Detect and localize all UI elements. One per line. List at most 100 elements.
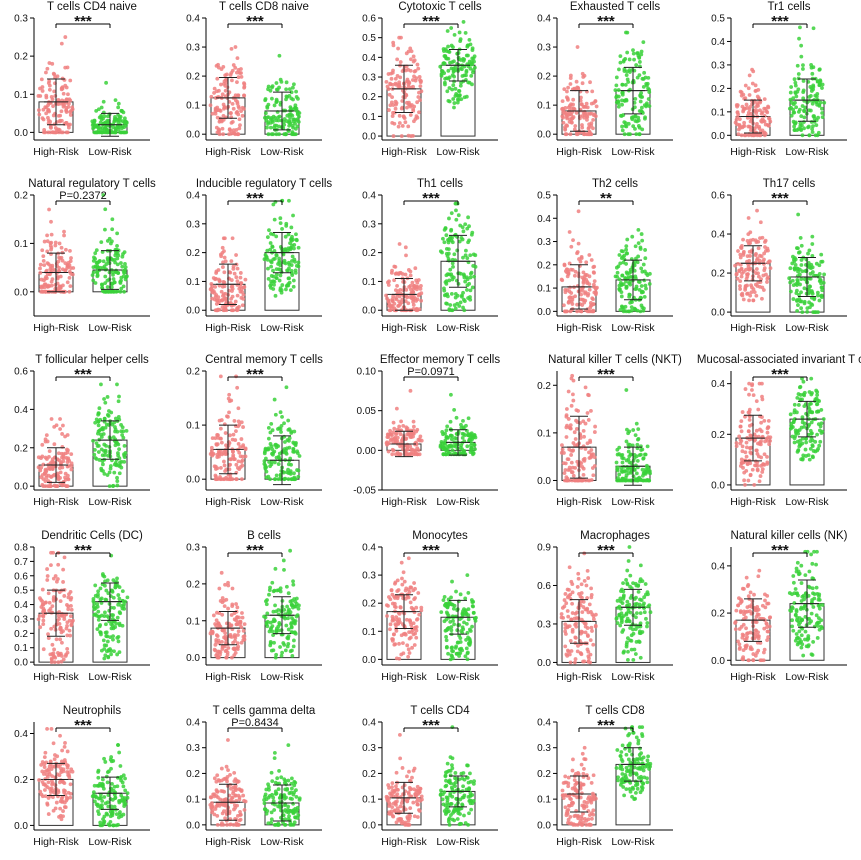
- data-point: [737, 124, 742, 128]
- data-point: [47, 600, 52, 605]
- data-point: [449, 66, 454, 71]
- data-point: [579, 309, 584, 314]
- data-point: [59, 41, 64, 46]
- data-point: [97, 458, 102, 462]
- data-point: [278, 77, 283, 82]
- y-tick-label: 0.1: [362, 627, 376, 638]
- data-point: [214, 637, 219, 642]
- data-point: [67, 275, 72, 280]
- data-point: [614, 83, 619, 88]
- data-point: [452, 74, 456, 79]
- data-point: [386, 435, 391, 439]
- data-point: [57, 617, 61, 621]
- y-tick-label: 0.2: [537, 381, 551, 392]
- data-point: [44, 475, 49, 480]
- data-point: [117, 610, 122, 615]
- data-point: [224, 72, 229, 77]
- data-point: [799, 277, 804, 281]
- data-point: [757, 479, 762, 484]
- data-point: [295, 468, 299, 472]
- data-point: [270, 447, 275, 452]
- data-point: [69, 452, 74, 457]
- data-point: [587, 125, 591, 130]
- data-point: [633, 274, 638, 279]
- data-point: [449, 437, 454, 442]
- data-point: [760, 235, 765, 240]
- data-point: [242, 637, 247, 642]
- data-point: [102, 643, 107, 648]
- data-point: [624, 284, 629, 289]
- data-point: [263, 111, 268, 116]
- data-point: [230, 294, 235, 299]
- data-point: [117, 447, 121, 452]
- data-point: [757, 124, 761, 129]
- data-point: [219, 82, 223, 87]
- y-tick-label: 0.6: [14, 571, 28, 582]
- data-point: [125, 595, 130, 600]
- data-point: [95, 130, 100, 135]
- data-point: [790, 434, 795, 439]
- data-point: [616, 99, 620, 104]
- data-point: [37, 108, 41, 113]
- data-point: [794, 105, 799, 110]
- data-point: [390, 95, 395, 99]
- data-point: [582, 434, 586, 439]
- data-point: [284, 385, 289, 390]
- data-point: [263, 253, 268, 257]
- x-tick-label: Low-Risk: [260, 496, 304, 508]
- data-point: [116, 127, 121, 132]
- data-point: [104, 267, 109, 272]
- data-point: [278, 589, 283, 594]
- data-point: [802, 120, 806, 124]
- data-point: [568, 73, 573, 78]
- data-point: [51, 113, 56, 118]
- data-point: [796, 87, 801, 92]
- data-point: [465, 44, 470, 49]
- y-tick-label: 0.4: [362, 191, 376, 202]
- y-tick-label: 0.2: [186, 248, 200, 259]
- data-point: [228, 270, 233, 275]
- data-point: [289, 238, 294, 243]
- data-point: [792, 408, 797, 413]
- data-point: [62, 594, 67, 598]
- data-point: [471, 56, 476, 61]
- data-point: [756, 103, 760, 108]
- data-point: [111, 272, 115, 277]
- data-point: [274, 455, 279, 460]
- data-point: [227, 392, 232, 397]
- data-point: [44, 433, 49, 437]
- data-point: [116, 639, 121, 644]
- data-point: [236, 75, 241, 80]
- data-point: [798, 236, 803, 240]
- data-point: [742, 470, 747, 475]
- data-point: [802, 115, 807, 120]
- data-point: [811, 83, 816, 88]
- data-point: [113, 585, 118, 590]
- data-point: [617, 253, 622, 257]
- data-point: [812, 119, 817, 124]
- y-tick-label: 0.10: [357, 367, 377, 378]
- significance-label: ***: [422, 13, 440, 30]
- data-point: [442, 54, 447, 58]
- data-point: [618, 280, 623, 285]
- data-point: [405, 105, 409, 110]
- data-point: [269, 264, 274, 269]
- x-tick-label: Low-Risk: [785, 146, 829, 158]
- data-point: [764, 109, 769, 114]
- y-tick-label: 0.0: [14, 287, 28, 298]
- data-point: [631, 428, 636, 432]
- data-point: [283, 476, 288, 481]
- data-point: [119, 261, 123, 265]
- data-point: [268, 430, 273, 435]
- data-point: [734, 103, 739, 107]
- data-point: [751, 298, 756, 303]
- y-tick-label: 0.4: [711, 379, 725, 390]
- data-point: [763, 245, 767, 249]
- data-point: [105, 239, 110, 243]
- data-point: [65, 623, 69, 628]
- data-point: [799, 243, 804, 248]
- data-point: [762, 462, 767, 467]
- data-point: [111, 435, 116, 440]
- data-point: [404, 253, 408, 258]
- data-point: [815, 79, 820, 84]
